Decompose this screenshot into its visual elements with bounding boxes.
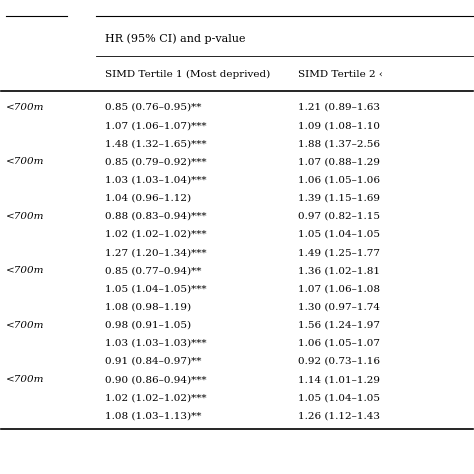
Text: 1.48 (1.32–1.65)***: 1.48 (1.32–1.65)*** xyxy=(105,139,207,148)
Text: 1.02 (1.02–1.02)***: 1.02 (1.02–1.02)*** xyxy=(105,230,207,239)
Text: 0.85 (0.79–0.92)***: 0.85 (0.79–0.92)*** xyxy=(105,157,207,166)
Text: 1.39 (1.15–1.69: 1.39 (1.15–1.69 xyxy=(298,193,380,202)
Text: 1.08 (0.98–1.19): 1.08 (0.98–1.19) xyxy=(105,302,191,311)
Text: 0.85 (0.76–0.95)**: 0.85 (0.76–0.95)** xyxy=(105,103,201,112)
Text: 1.03 (1.03–1.04)***: 1.03 (1.03–1.04)*** xyxy=(105,175,207,184)
Text: 1.06 (1.05–1.07: 1.06 (1.05–1.07 xyxy=(298,339,380,348)
Text: 0.92 (0.73–1.16: 0.92 (0.73–1.16 xyxy=(298,357,380,366)
Text: 1.56 (1.24–1.97: 1.56 (1.24–1.97 xyxy=(298,320,380,329)
Text: <700m: <700m xyxy=(6,320,45,329)
Text: 1.02 (1.02–1.02)***: 1.02 (1.02–1.02)*** xyxy=(105,393,207,402)
Text: 1.88 (1.37–2.56: 1.88 (1.37–2.56 xyxy=(298,139,380,148)
Text: 1.26 (1.12–1.43: 1.26 (1.12–1.43 xyxy=(298,411,380,420)
Text: HR (95% CI) and p-value: HR (95% CI) and p-value xyxy=(105,34,246,45)
Text: 1.05 (1.04–1.05: 1.05 (1.04–1.05 xyxy=(298,230,380,239)
Text: 1.36 (1.02–1.81: 1.36 (1.02–1.81 xyxy=(298,266,380,275)
Text: 1.09 (1.08–1.10: 1.09 (1.08–1.10 xyxy=(298,121,380,130)
Text: SIMD Tertile 2 ‹: SIMD Tertile 2 ‹ xyxy=(298,70,383,79)
Text: <700m: <700m xyxy=(6,266,45,275)
Text: 1.30 (0.97–1.74: 1.30 (0.97–1.74 xyxy=(298,302,380,311)
Text: 0.90 (0.86–0.94)***: 0.90 (0.86–0.94)*** xyxy=(105,375,207,384)
Text: 1.03 (1.03–1.03)***: 1.03 (1.03–1.03)*** xyxy=(105,339,207,348)
Text: 1.06 (1.05–1.06: 1.06 (1.05–1.06 xyxy=(298,175,380,184)
Text: 0.88 (0.83–0.94)***: 0.88 (0.83–0.94)*** xyxy=(105,212,207,221)
Text: 0.91 (0.84–0.97)**: 0.91 (0.84–0.97)** xyxy=(105,357,201,366)
Text: 1.21 (0.89–1.63: 1.21 (0.89–1.63 xyxy=(298,103,380,112)
Text: <700m: <700m xyxy=(6,212,45,221)
Text: 1.14 (1.01–1.29: 1.14 (1.01–1.29 xyxy=(298,375,380,384)
Text: 1.05 (1.04–1.05: 1.05 (1.04–1.05 xyxy=(298,393,380,402)
Text: 1.49 (1.25–1.77: 1.49 (1.25–1.77 xyxy=(298,248,380,257)
Text: 1.07 (0.88–1.29: 1.07 (0.88–1.29 xyxy=(298,157,380,166)
Text: <700m: <700m xyxy=(6,103,45,112)
Text: 1.05 (1.04–1.05)***: 1.05 (1.04–1.05)*** xyxy=(105,284,207,293)
Text: 0.85 (0.77–0.94)**: 0.85 (0.77–0.94)** xyxy=(105,266,201,275)
Text: 1.27 (1.20–1.34)***: 1.27 (1.20–1.34)*** xyxy=(105,248,207,257)
Text: 1.07 (1.06–1.07)***: 1.07 (1.06–1.07)*** xyxy=(105,121,207,130)
Text: SIMD Tertile 1 (Most deprived): SIMD Tertile 1 (Most deprived) xyxy=(105,70,270,79)
Text: <700m: <700m xyxy=(6,375,45,384)
Text: <700m: <700m xyxy=(6,157,45,166)
Text: 0.97 (0.82–1.15: 0.97 (0.82–1.15 xyxy=(298,212,380,221)
Text: 0.98 (0.91–1.05): 0.98 (0.91–1.05) xyxy=(105,320,191,329)
Text: 1.08 (1.03–1.13)**: 1.08 (1.03–1.13)** xyxy=(105,411,201,420)
Text: 1.04 (0.96–1.12): 1.04 (0.96–1.12) xyxy=(105,193,191,202)
Text: 1.07 (1.06–1.08: 1.07 (1.06–1.08 xyxy=(298,284,380,293)
